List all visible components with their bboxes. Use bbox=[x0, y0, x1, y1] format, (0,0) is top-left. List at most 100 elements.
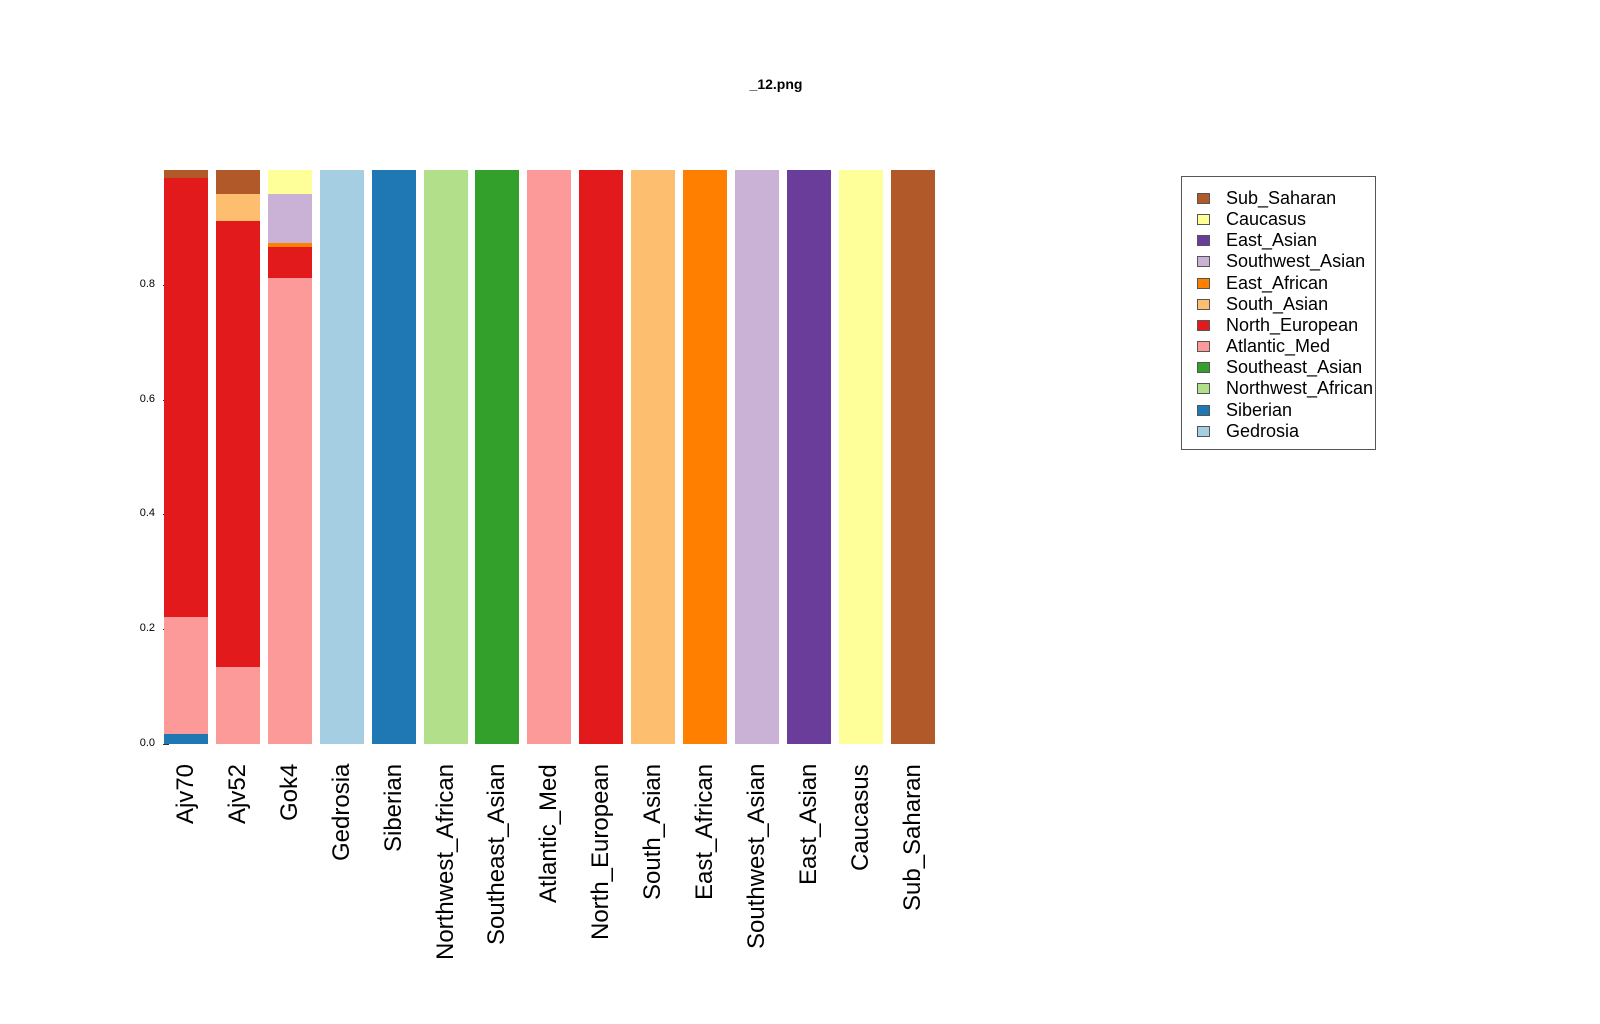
bar-segment-east-african bbox=[683, 170, 727, 744]
bar-segment-north-european bbox=[215, 221, 260, 668]
x-tick-label: East_African bbox=[691, 763, 718, 900]
bar-segment-gedrosia bbox=[319, 170, 364, 744]
x-tick-label: Southeast_Asian bbox=[483, 763, 511, 945]
legend-label: North_European bbox=[1226, 314, 1359, 335]
legend-item: South_Asian bbox=[1197, 294, 1328, 315]
y-tick-label: 0.6 bbox=[139, 392, 155, 405]
bar-segment-siberian bbox=[371, 170, 416, 744]
bar-segment-north-european bbox=[267, 246, 312, 278]
bar-east-asian bbox=[786, 170, 831, 744]
x-tick-label: Atlantic_Med bbox=[535, 764, 563, 903]
legend-label: Southeast_Asian bbox=[1226, 357, 1363, 378]
legend-swatch bbox=[1197, 277, 1210, 289]
x-tick-label: North_European bbox=[587, 763, 615, 940]
bar-segment-atlantic-med bbox=[215, 667, 260, 744]
legend-label: Atlantic_Med bbox=[1226, 336, 1331, 357]
x-tick-label: Gedrosia bbox=[327, 763, 355, 861]
legend-swatch bbox=[1197, 341, 1210, 353]
x-tick-label: East_Asian bbox=[794, 763, 822, 885]
bar-segment-sub-saharan bbox=[890, 170, 935, 744]
bar-east-african bbox=[683, 170, 727, 744]
legend-swatch bbox=[1197, 214, 1210, 226]
bar-segment-east-african bbox=[267, 242, 312, 247]
legend-item: Gedrosia bbox=[1197, 421, 1299, 442]
bar-southeast-asian bbox=[475, 170, 520, 744]
legend-item: Sub_Saharan bbox=[1197, 188, 1336, 209]
legend-label: East_African bbox=[1226, 272, 1329, 293]
legend-label: South_Asian bbox=[1226, 293, 1329, 314]
legend-swatch bbox=[1197, 404, 1210, 416]
legend-label: Southwest_Asian bbox=[1226, 251, 1366, 272]
legend-item: East_Asian bbox=[1197, 230, 1317, 251]
legend-item: Caucasus bbox=[1197, 209, 1306, 230]
legend-item: Southeast_Asian bbox=[1197, 357, 1362, 378]
x-tick-label: Southwest_Asian bbox=[742, 763, 770, 949]
y-tick-label: 0.2 bbox=[139, 622, 155, 635]
bar-segment-north-european bbox=[164, 178, 208, 618]
bar-segment-south-asian bbox=[215, 194, 260, 222]
legend-item: Southwest_Asian bbox=[1197, 251, 1365, 272]
legend-swatch bbox=[1197, 256, 1210, 268]
legend-item: North_European bbox=[1197, 315, 1358, 336]
legend-label: Northwest_African bbox=[1226, 378, 1374, 399]
bar-segment-southwest-asian bbox=[734, 170, 779, 744]
bar-ajv70 bbox=[164, 170, 208, 744]
legend-label: East_Asian bbox=[1226, 230, 1318, 251]
bar-southwest-asian bbox=[734, 170, 779, 744]
y-tick-label: 0.4 bbox=[139, 507, 155, 520]
bar-siberian bbox=[371, 170, 416, 744]
legend-swatch bbox=[1197, 425, 1210, 437]
x-tick-label: Ajv70 bbox=[172, 763, 199, 824]
legend: Sub_Saharan Caucasus East_Asian Southwest_A… bbox=[1181, 176, 1376, 450]
legend-item: Northwest_African bbox=[1197, 378, 1373, 399]
bar-sub-saharan bbox=[890, 170, 935, 744]
legend-item: Siberian bbox=[1197, 400, 1292, 421]
legend-swatch bbox=[1197, 298, 1210, 310]
bar-north-european bbox=[579, 170, 624, 744]
x-tick-label: Gok4 bbox=[275, 763, 303, 821]
legend-label: Sub_Saharan bbox=[1226, 188, 1337, 208]
x-tick-label: Siberian bbox=[379, 763, 407, 852]
bar-segment-southeast-asian bbox=[475, 170, 520, 744]
legend-item: East_African bbox=[1197, 273, 1328, 294]
bar-segment-caucasus bbox=[267, 170, 312, 195]
bar-south-asian bbox=[631, 170, 676, 744]
bar-segment-caucasus bbox=[838, 170, 883, 744]
legend-swatch bbox=[1197, 362, 1210, 374]
bar-segment-atlantic-med bbox=[527, 170, 572, 744]
bar-segment-southwest-asian bbox=[267, 194, 312, 243]
bar-gedrosia bbox=[319, 170, 364, 744]
legend-label: Gedrosia bbox=[1226, 420, 1300, 441]
bar-segment-siberian bbox=[164, 734, 208, 744]
bar-ajv52 bbox=[215, 170, 260, 744]
bar-caucasus bbox=[838, 170, 883, 744]
legend-swatch bbox=[1197, 383, 1210, 395]
y-tick-label: 0.0 bbox=[139, 737, 155, 749]
bar-segment-east-asian bbox=[786, 170, 831, 744]
chart-title: _12.png bbox=[749, 76, 803, 92]
bar-segment-sub-saharan bbox=[215, 170, 260, 195]
x-tick-label: Caucasus bbox=[846, 764, 874, 871]
legend-item: Atlantic_Med bbox=[1197, 336, 1330, 357]
x-tick-label: Ajv52 bbox=[223, 763, 251, 824]
x-tick-label: South_Asian bbox=[639, 763, 667, 900]
bar-segment-sub-saharan bbox=[164, 170, 208, 179]
y-tick-label: 0.8 bbox=[139, 277, 155, 290]
bar-gok4 bbox=[267, 170, 312, 744]
legend-swatch bbox=[1197, 193, 1210, 204]
x-tick-label: Sub_Saharan bbox=[898, 764, 926, 911]
bar-segment-atlantic-med bbox=[164, 617, 208, 735]
legend-label: Caucasus bbox=[1226, 209, 1307, 230]
bar-segment-south-asian bbox=[631, 170, 676, 744]
bar-segment-north-european bbox=[579, 170, 624, 744]
bar-segment-atlantic-med bbox=[267, 277, 312, 744]
bar-atlantic-med bbox=[527, 170, 572, 744]
x-tick-label: Northwest_African bbox=[431, 763, 459, 960]
y-tick bbox=[163, 744, 169, 745]
legend-label: Siberian bbox=[1226, 399, 1293, 420]
legend-swatch bbox=[1197, 235, 1210, 247]
bar-segment-northwest-african bbox=[423, 170, 468, 744]
bar-northwest-african bbox=[423, 170, 468, 744]
legend-swatch bbox=[1197, 319, 1210, 331]
